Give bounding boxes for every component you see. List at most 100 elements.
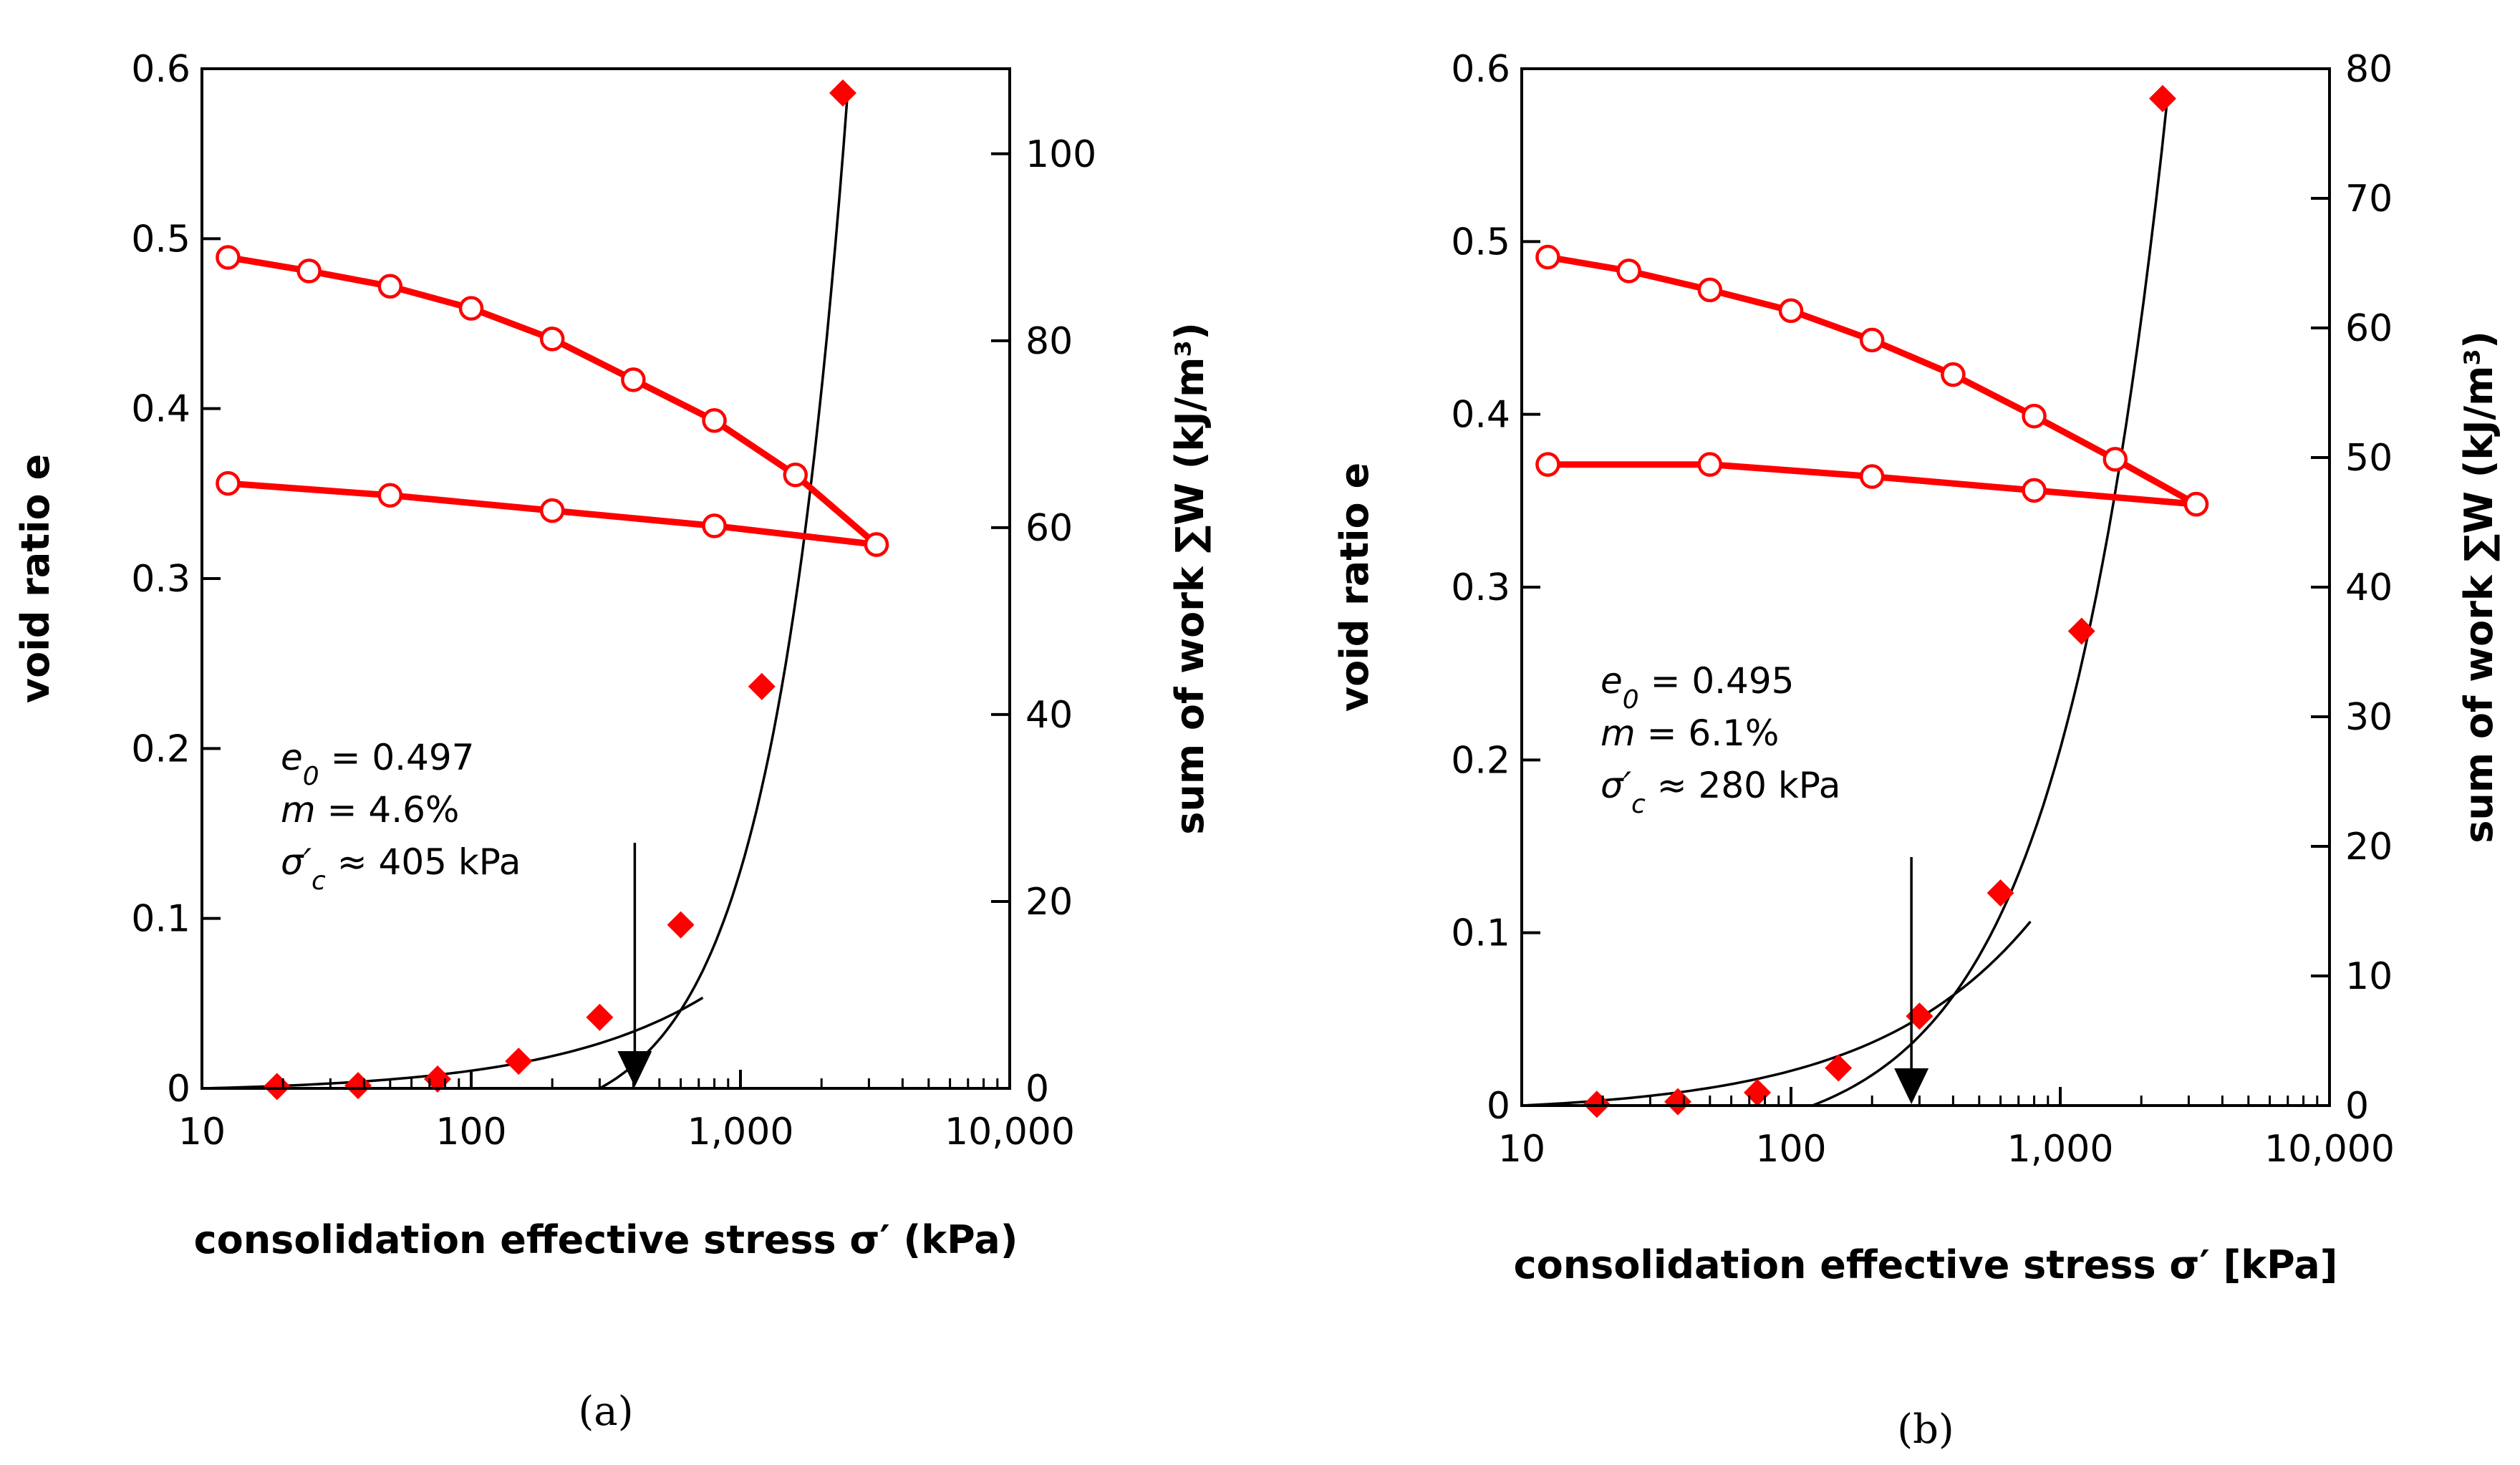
panel-b-sum-of-work-point <box>1825 1054 1853 1082</box>
panel-a-void-ratio-loading-point <box>539 327 565 352</box>
panel-b-fit-curve-low <box>1521 920 2032 1107</box>
chart-panel-b: 10 100 1,000 10,00000.10.20.30.40.50.601020… <box>1332 48 2501 1453</box>
panel-a-x-tick-label: 1,000 <box>687 1111 794 1154</box>
panel-a-x-tick-label: 10 <box>178 1111 226 1154</box>
panel-b-sum-of-work-point <box>2067 617 2095 645</box>
panel-a-sum-of-work-point <box>667 911 695 939</box>
panel-a-right-axis-title: sum of work ∑W (kJ/m³) <box>1167 322 1212 835</box>
panel-b-left-y-tick-label: 0.1 <box>1451 912 1510 955</box>
panel-a-left-y-tick-label: 0 <box>167 1068 190 1111</box>
panel-b-left-y-tick-label: 0.3 <box>1451 566 1510 609</box>
panel-a-left-axis-title: void ratio e <box>13 454 58 703</box>
panel-b-void-ratio-loading-point <box>1778 298 1804 324</box>
panel-a-left-y-tick-label: 0.1 <box>131 898 190 941</box>
panel-a-void-ratio-loading-point <box>458 296 484 321</box>
panel-a-annotation: e0 = 0.497 m = 4.6% σ′c ≈ 405 kPa <box>281 737 521 896</box>
panel-a-caption: (a) <box>578 1388 633 1435</box>
panel-b-fit-curve-high <box>1812 98 2169 1107</box>
panel-b-caption: (b) <box>1897 1406 1954 1453</box>
panel-a-annotation-e0: e0 = 0.497 <box>281 737 475 791</box>
panel-a-annotation-m: m = 4.6% <box>281 789 459 831</box>
panel-b-void-ratio-loading-point <box>1697 277 1723 303</box>
panel-b-tick-labels: 10 100 1,000 10,00000.10.20.30.40.50.601020… <box>1451 48 2395 1171</box>
panel-b-right-y-tick-label: 50 <box>2345 437 2393 480</box>
panel-a-left-y-tick-label: 0.6 <box>131 48 190 91</box>
panel-b-left-y-tick-label: 0.5 <box>1451 221 1510 263</box>
panel-b-annotation-m: m = 6.1% <box>1601 712 1779 754</box>
panel-b-void-ratio-unloading-point <box>2022 478 2047 503</box>
panel-b-sum-of-work-point <box>1906 1002 1934 1030</box>
panel-b-marks <box>1521 84 2209 1118</box>
panel-b-left-y-tick-label: 0 <box>1487 1085 1510 1128</box>
panel-b-preconsolidation-arrow-head <box>1894 1068 1929 1104</box>
panel-b-void-ratio-unloading-point <box>1535 452 1560 477</box>
panel-b-right-y-tick-label: 20 <box>2345 826 2393 869</box>
panel-a-sum-of-work-point <box>586 1003 614 1031</box>
panel-b-annotation-e0: e0 = 0.495 <box>1601 660 1795 715</box>
panel-b-right-y-tick-label: 40 <box>2345 566 2393 609</box>
panel-a-void-ratio-unloading-point <box>864 532 889 557</box>
panel-a-annotation-sigma-c: σ′c ≈ 405 kPa <box>281 841 521 896</box>
panel-b-void-ratio-loading-point <box>2103 447 2128 472</box>
panel-a-sum-of-work-point <box>829 79 856 107</box>
panel-a-void-ratio-loading-point <box>783 462 808 488</box>
panel-b-right-y-tick-label: 60 <box>2345 307 2393 350</box>
panel-a-left-y-tick-label: 0.2 <box>131 727 190 770</box>
panel-b-left-y-tick-label: 0.6 <box>1451 48 1510 91</box>
panel-b-void-ratio-loading-point <box>1859 327 1885 353</box>
panel-a-right-y-tick-label: 40 <box>1025 694 1073 737</box>
panel-a-preconsolidation-arrow-head <box>617 1051 652 1087</box>
panel-a-void-ratio-unloading-point <box>216 470 241 496</box>
panel-a-sum-of-work-point <box>263 1073 291 1101</box>
panel-b-annotation: e0 = 0.495 m = 6.1% σ′c ≈ 280 kPa <box>1601 660 1840 819</box>
panel-b-void-ratio-unloading-point <box>1859 464 1885 489</box>
panel-a-void-ratio-loading-point <box>621 367 646 392</box>
panel-b-annotation-sigma-c: σ′c ≈ 280 kPa <box>1601 765 1840 819</box>
panel-b-void-ratio-loading-point <box>1941 362 1966 387</box>
panel-b-left-y-tick-label: 0.4 <box>1451 394 1510 437</box>
panel-a-void-ratio-loading-point <box>702 408 727 433</box>
panel-b-right-y-tick-label: 30 <box>2345 696 2393 739</box>
panel-a-right-y-tick-label: 60 <box>1025 507 1073 550</box>
panel-b-void-ratio-unloading-point <box>2183 491 2209 517</box>
panel-b-sum-of-work-point <box>1744 1078 1772 1106</box>
panel-a-left-y-tick-label: 0.3 <box>131 558 190 601</box>
panel-b-x-tick-label: 100 <box>1755 1128 1826 1171</box>
panel-a-left-y-tick-label: 0.5 <box>131 218 190 261</box>
panel-a-sum-of-work-point <box>748 672 776 700</box>
panel-a-x-tick-label: 10,000 <box>945 1111 1075 1154</box>
panel-a-marks <box>201 79 889 1101</box>
panel-b-left-y-tick-label: 0.2 <box>1451 739 1510 782</box>
panel-a-x-axis-title: consolidation effective stress σ′ (kPa) <box>194 1217 1018 1262</box>
panel-a-tick-labels: 10 100 1,000 10,00000.10.20.30.40.50.602040… <box>131 48 1096 1154</box>
panel-b-x-axis-title: consolidation effective stress σ′ [kPa] <box>1514 1242 2338 1287</box>
panel-a-left-y-tick-label: 0.4 <box>131 388 190 431</box>
panel-a-plot-frame <box>201 67 1011 1090</box>
panel-a-right-y-tick-label: 0 <box>1025 1068 1049 1111</box>
panel-a-sum-of-work-point <box>344 1072 372 1100</box>
panel-b-plot-frame <box>1520 67 2331 1107</box>
panel-a-void-ratio-loading-point <box>377 274 403 299</box>
panel-b-x-tick-label: 10,000 <box>2264 1128 2395 1171</box>
panel-a-right-y-tick-label: 80 <box>1025 320 1073 363</box>
panel-b-right-y-tick-label: 80 <box>2345 48 2393 91</box>
panel-b-ticks <box>1520 67 2331 1107</box>
panel-a-right-y-tick-label: 20 <box>1025 881 1073 924</box>
panel-a-void-ratio-loading-point <box>216 245 241 270</box>
panel-a-sum-of-work-point <box>505 1048 533 1075</box>
panel-b-void-ratio-loading-point <box>2022 403 2047 429</box>
panel-a-ticks <box>201 67 1011 1090</box>
panel-a-void-ratio-loading-point <box>296 258 322 284</box>
panel-b-void-ratio-unloading-point <box>1697 452 1723 477</box>
panel-b-sum-of-work-point <box>1986 879 2014 907</box>
panel-b-left-axis-title: void ratio e <box>1332 463 1377 712</box>
chart-panel-a: 10 100 1,000 10,00000.10.20.30.40.50.602040… <box>13 48 1212 1435</box>
panel-a-void-ratio-unloading-point <box>702 513 727 538</box>
panel-a-right-y-tick-label: 100 <box>1025 133 1096 176</box>
panel-b-sum-of-work-point <box>1664 1088 1691 1116</box>
panel-b-void-ratio-loading-point <box>1535 244 1560 270</box>
panel-a-void-ratio-unloading-point <box>539 498 565 523</box>
panel-b-sum-of-work-point <box>2148 84 2176 112</box>
